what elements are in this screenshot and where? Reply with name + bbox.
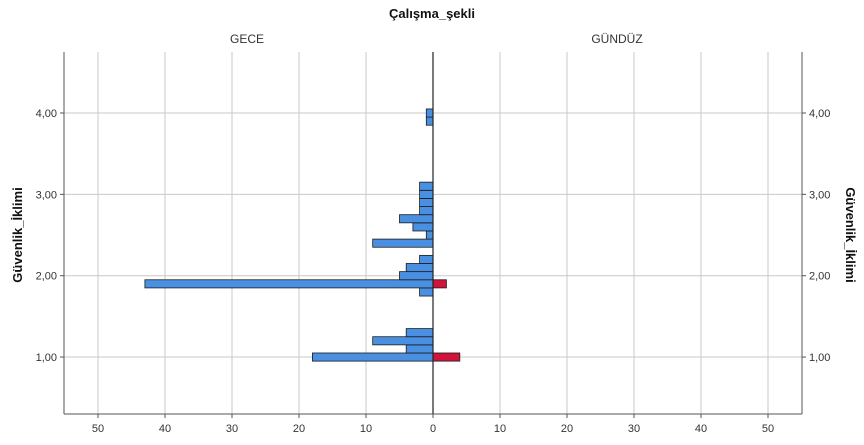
bar-gece-6 <box>399 271 434 281</box>
x-tick-label-gece-0: 50 <box>92 423 104 435</box>
grid-lines <box>64 52 802 414</box>
y-tick-label-right-0: 1,00 <box>809 352 830 364</box>
bar-gece-1 <box>405 344 434 354</box>
x-tick-label-gündüz-1: 10 <box>494 423 506 435</box>
x-tick-label-gündüz-5: 50 <box>762 423 774 435</box>
y-axis-title-right: Güvenlik_İklimi <box>843 187 858 282</box>
tick-labels: 1,00 1,00 2,00 2,00 3,00 3,00 4,00 4,00 50 40 30 20… <box>36 108 831 435</box>
x-tick-label-gündüz-2: 20 <box>561 423 573 435</box>
bar-gece-12 <box>399 214 434 224</box>
y-tick-label-right-1: 2,00 <box>809 271 830 283</box>
bar-gece-11 <box>412 222 434 232</box>
x-tick-label-gece-3: 20 <box>293 423 305 435</box>
y-axis-title-left: Güvenlik_İklimi <box>10 187 25 282</box>
y-tick-label-left-1: 2,00 <box>36 271 57 283</box>
bar-gece-16 <box>419 181 434 191</box>
y-tick-label-right-2: 3,00 <box>809 189 830 201</box>
bar-gece-10 <box>425 230 434 240</box>
bar-gece-8 <box>419 254 434 264</box>
bar-gece-3 <box>405 328 434 338</box>
x-tick-label-gündüz-4: 40 <box>695 423 707 435</box>
bar-gece-5 <box>144 279 434 289</box>
bar-gece-4 <box>419 287 434 297</box>
bar-gece-9 <box>372 238 434 248</box>
y-tick-label-left-2: 3,00 <box>36 189 57 201</box>
x-tick-label-gündüz-3: 30 <box>628 423 640 435</box>
chart-title: Çalışma_şekli <box>389 6 475 21</box>
panel-label-gece: GECE <box>230 32 264 46</box>
x-tick-label-gece-4: 10 <box>360 423 372 435</box>
plot-frame <box>63 52 803 415</box>
bar-gunduz-1 <box>432 279 447 289</box>
y-tick-label-left-3: 4,00 <box>36 108 57 120</box>
bar-gece-14 <box>419 198 434 207</box>
bar-gunduz-0 <box>432 352 461 362</box>
bars-layer <box>144 108 461 362</box>
y-tick-label-right-3: 4,00 <box>809 108 830 120</box>
bar-gece-17 <box>425 116 434 126</box>
bar-gece-0 <box>311 352 434 362</box>
x-tick-label-gece-5: 0 <box>430 423 436 435</box>
bar-gece-18 <box>425 108 434 118</box>
panel-label-gunduz: GÜNDÜZ <box>591 32 642 46</box>
bar-gece-15 <box>419 189 434 199</box>
bar-gece-13 <box>419 206 434 216</box>
y-tick-label-left-0: 1,00 <box>36 352 57 364</box>
bar-gece-7 <box>405 263 434 273</box>
x-tick-label-gece-2: 30 <box>226 423 238 435</box>
bar-gece-2 <box>372 336 434 346</box>
x-tick-label-gece-1: 40 <box>159 423 171 435</box>
